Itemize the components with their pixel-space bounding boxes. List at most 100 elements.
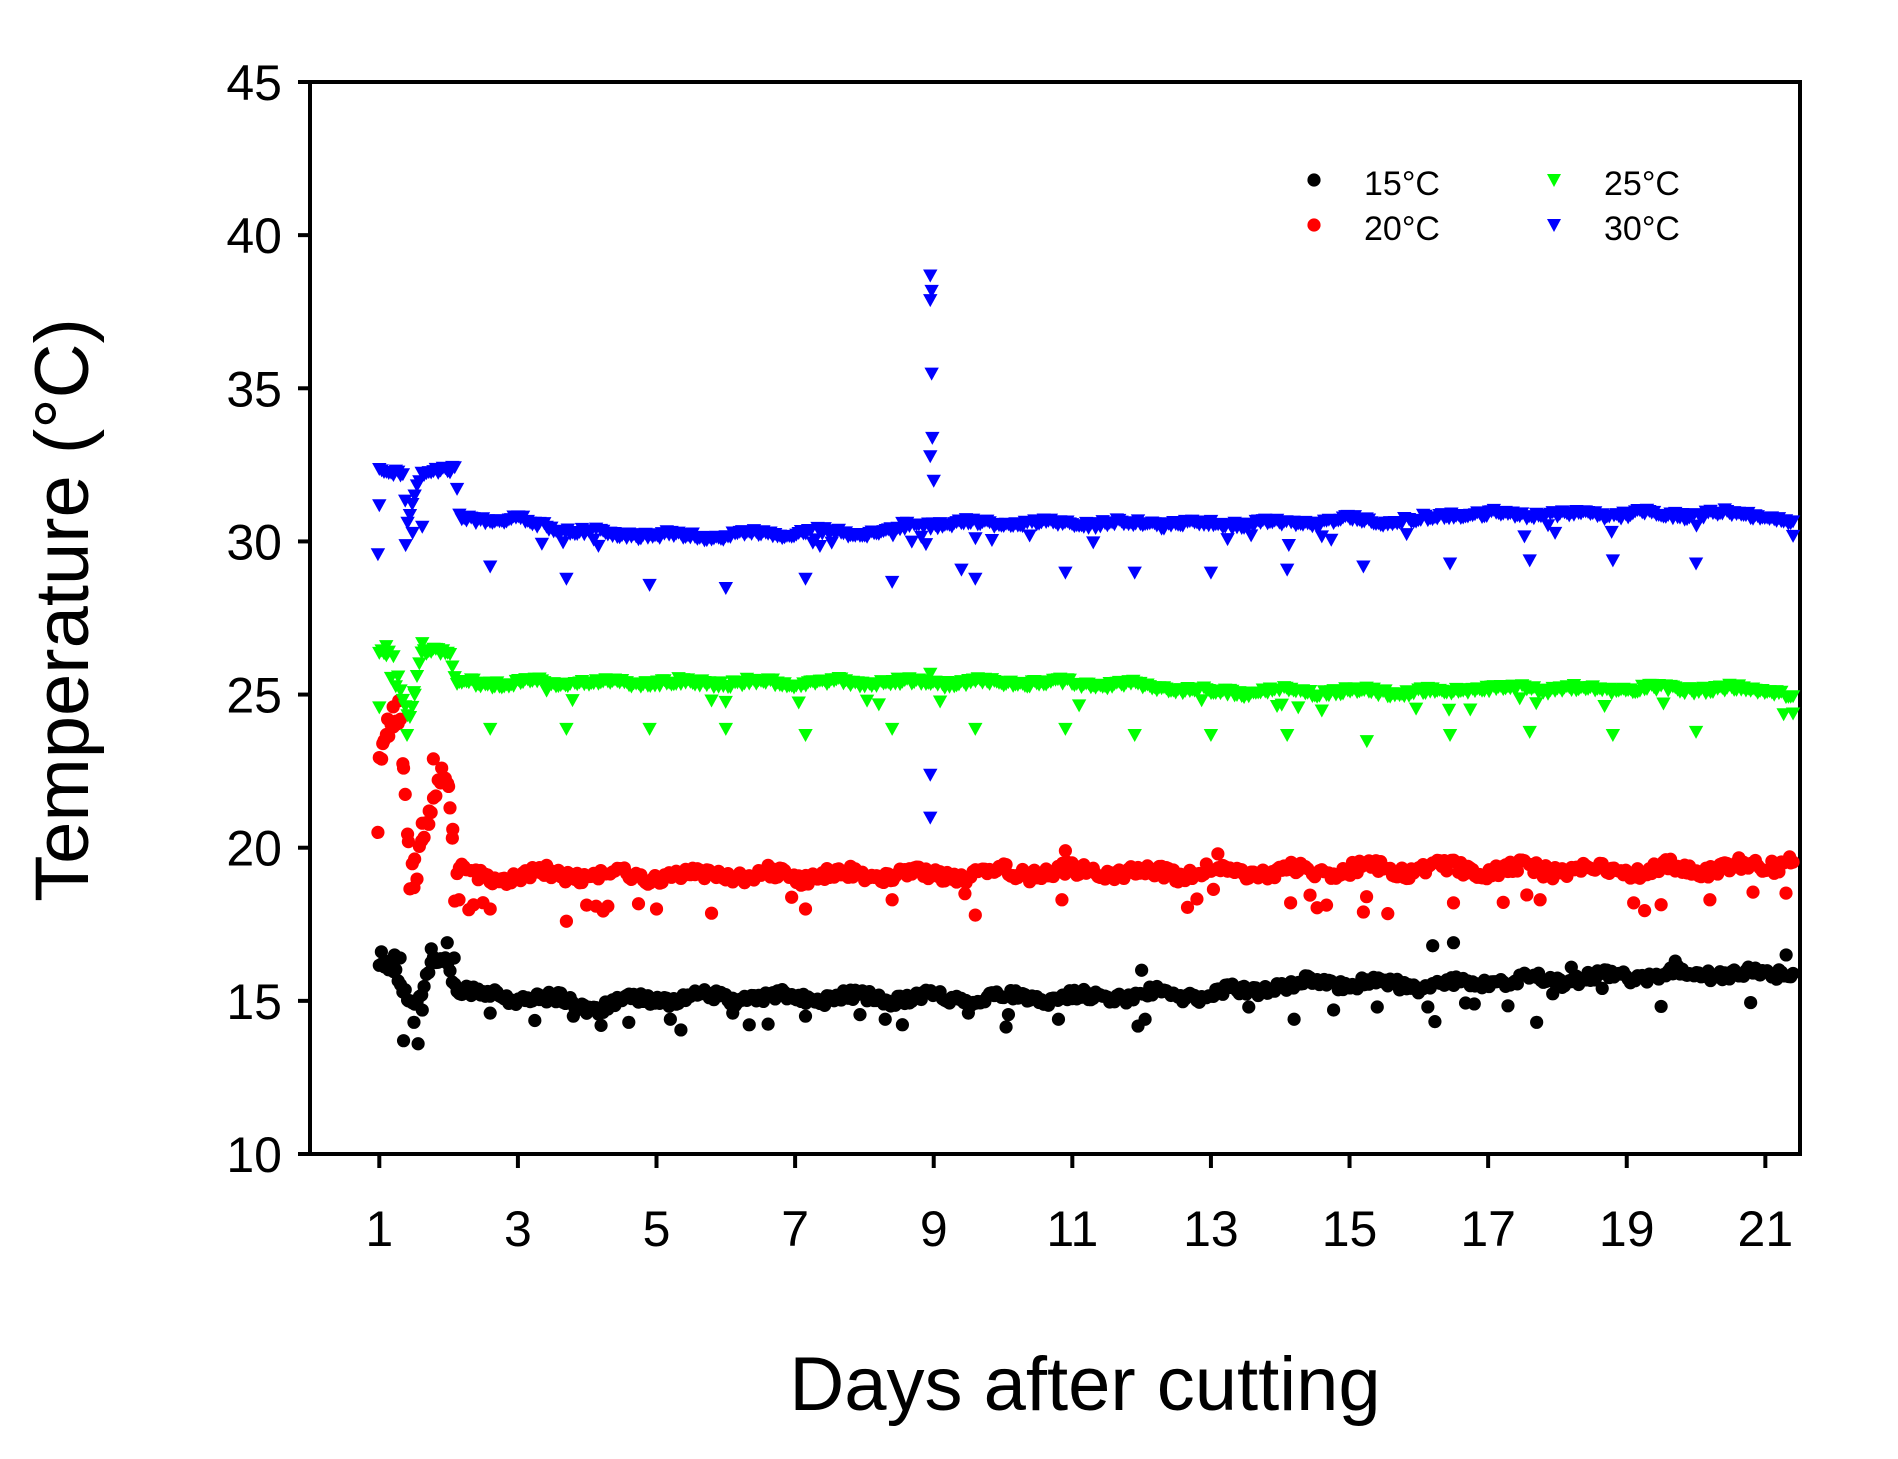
outlier-point [381, 712, 395, 726]
outlier-point [1135, 963, 1149, 977]
y-tick-label: 25 [226, 668, 282, 724]
data-point [393, 712, 408, 726]
data-point [1786, 966, 1800, 981]
data-point [1281, 539, 1297, 553]
x-tick-label: 11 [1046, 1201, 1098, 1257]
data-point [405, 700, 420, 714]
data-point [1399, 528, 1414, 542]
data-point [1529, 697, 1544, 711]
outlier-point [396, 761, 411, 775]
outlier-point [923, 269, 938, 283]
data-point [1242, 1000, 1256, 1014]
outlier-point [566, 1009, 580, 1023]
outlier-point [926, 474, 941, 488]
legend-item: 20°C [1307, 210, 1440, 248]
data-point [1408, 702, 1424, 716]
data-point [1638, 904, 1652, 918]
data-point [1779, 886, 1793, 900]
legend-item: 30°C [1547, 210, 1680, 248]
outlier-point [1058, 566, 1073, 580]
legend-symbol [1547, 174, 1561, 187]
series-30°C [370, 269, 1801, 825]
data-point [871, 698, 887, 712]
outlier-point [1055, 893, 1069, 907]
data-point [1776, 708, 1791, 722]
legend-item: 15°C [1307, 165, 1440, 203]
outlier-point [415, 816, 429, 830]
outlier-point [370, 548, 386, 562]
legend-item: 25°C [1547, 165, 1680, 203]
data-point [1654, 999, 1668, 1014]
data-point [1324, 533, 1339, 547]
outlier-point [371, 825, 385, 840]
data-point [447, 461, 462, 475]
y-tick-label: 30 [226, 514, 282, 570]
outlier-point [923, 667, 938, 681]
data-point [1314, 530, 1330, 544]
y-tick-label: 40 [226, 208, 282, 264]
data-point [443, 801, 457, 815]
outlier-point [1446, 896, 1461, 910]
x-tick-label: 21 [1738, 1201, 1794, 1257]
data-point [1220, 533, 1235, 547]
data-point [402, 508, 418, 522]
data-point [1326, 1003, 1341, 1017]
data-point [1243, 529, 1259, 543]
data-point [1654, 898, 1668, 912]
data-point [1547, 526, 1563, 540]
outlier-point [442, 779, 456, 794]
data-point [761, 1017, 775, 1031]
outlier-point [884, 722, 900, 736]
legend-label: 15°C [1364, 165, 1440, 203]
outlier-point [372, 499, 387, 513]
outlier-point [426, 752, 440, 766]
outlier-point [559, 572, 574, 586]
data-point [398, 494, 413, 508]
outlier-point [1605, 554, 1621, 568]
data-point [1540, 519, 1556, 533]
data-point [429, 789, 443, 803]
outlier-point [406, 686, 422, 700]
data-point [1595, 981, 1609, 996]
x-tick-label: 17 [1460, 1201, 1516, 1257]
outlier-point [401, 834, 416, 849]
outlier-point [649, 902, 664, 916]
outlier-point [968, 572, 983, 586]
outlier-point [435, 761, 449, 775]
data-point [808, 533, 823, 547]
data-point [812, 539, 828, 553]
outlier-point [379, 640, 394, 654]
data-point [904, 535, 920, 549]
legend-label: 20°C [1364, 210, 1440, 248]
data-point [704, 906, 719, 920]
y-tick-label: 10 [226, 1127, 282, 1183]
data-point [534, 537, 550, 551]
outlier-point [1564, 960, 1578, 974]
data-point [417, 979, 431, 994]
outlier-point [482, 560, 498, 574]
data-point [1381, 907, 1395, 921]
outlier-point [1359, 735, 1375, 749]
outlier-point [411, 1037, 425, 1051]
outlier-point [718, 581, 734, 595]
outlier-point [483, 902, 497, 916]
outlier-point [1284, 896, 1298, 910]
data-point [1319, 898, 1334, 912]
outlier-point [559, 914, 574, 928]
outlier-point [1211, 847, 1225, 861]
outlier-point [452, 893, 466, 907]
data-point [393, 684, 408, 698]
data-point [565, 694, 580, 708]
outlier-point [1446, 936, 1461, 950]
series-20°C [371, 694, 1800, 928]
legend-label: 30°C [1604, 210, 1680, 248]
outlier-point [372, 701, 387, 715]
data-point [555, 536, 571, 550]
y-tick-label: 35 [226, 361, 282, 417]
x-tick-label: 7 [781, 1201, 809, 1257]
outlier-point [954, 563, 969, 577]
outlier-point [415, 637, 430, 651]
legend-symbol [1547, 219, 1561, 232]
data-point [1501, 999, 1515, 1013]
